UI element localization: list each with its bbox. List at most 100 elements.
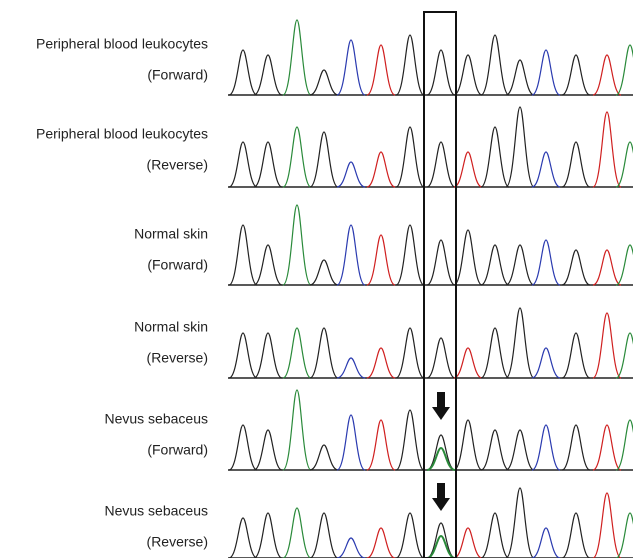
peak bbox=[367, 45, 395, 95]
peak bbox=[283, 328, 311, 378]
peak bbox=[310, 328, 338, 378]
sample-name: Nevus sebaceus bbox=[104, 411, 208, 427]
peak bbox=[593, 425, 621, 470]
peak bbox=[562, 513, 590, 558]
peak bbox=[532, 50, 560, 95]
sample-name: Nevus sebaceus bbox=[104, 503, 208, 519]
peak bbox=[396, 328, 424, 378]
peak bbox=[616, 142, 633, 187]
peak bbox=[310, 70, 338, 95]
peak bbox=[454, 528, 482, 558]
peak bbox=[454, 348, 482, 378]
peak bbox=[254, 142, 282, 187]
peak bbox=[506, 245, 534, 285]
peak bbox=[396, 35, 424, 95]
peak bbox=[337, 225, 365, 285]
peak bbox=[593, 250, 621, 285]
peak bbox=[532, 348, 560, 378]
peak bbox=[506, 308, 534, 378]
peak bbox=[337, 358, 365, 378]
peak bbox=[254, 333, 282, 378]
peak bbox=[310, 260, 338, 285]
chromatogram-figure: Peripheral blood leukocytes (Forward) Peri… bbox=[0, 0, 633, 558]
peak bbox=[427, 338, 455, 378]
peak bbox=[616, 513, 633, 558]
peak bbox=[616, 245, 633, 285]
peak bbox=[367, 152, 395, 187]
direction: (Forward) bbox=[147, 67, 208, 83]
peak bbox=[532, 528, 560, 558]
peak bbox=[481, 328, 509, 378]
peak bbox=[506, 488, 534, 558]
peak bbox=[367, 420, 395, 470]
traces bbox=[228, 20, 633, 558]
peak bbox=[562, 142, 590, 187]
peak bbox=[283, 390, 311, 470]
peak bbox=[454, 152, 482, 187]
peak bbox=[229, 333, 257, 378]
arrow bbox=[432, 483, 450, 511]
peak bbox=[310, 132, 338, 187]
arrow bbox=[432, 392, 450, 420]
peak bbox=[367, 235, 395, 285]
peak bbox=[454, 420, 482, 470]
peak bbox=[229, 518, 257, 558]
peak bbox=[427, 142, 455, 187]
peak bbox=[283, 205, 311, 285]
trace bbox=[228, 20, 633, 95]
direction: (Reverse) bbox=[147, 157, 208, 173]
direction: (Forward) bbox=[147, 442, 208, 458]
peak bbox=[396, 225, 424, 285]
peak bbox=[593, 112, 621, 187]
peak bbox=[283, 20, 311, 95]
peak bbox=[337, 162, 365, 187]
peak bbox=[532, 152, 560, 187]
sample-name: Peripheral blood leukocytes bbox=[36, 126, 208, 142]
labels: Peripheral blood leukocytes (Forward) Peri… bbox=[36, 36, 208, 550]
peak bbox=[454, 55, 482, 95]
trace bbox=[228, 107, 633, 187]
peak bbox=[427, 448, 455, 470]
trace bbox=[228, 488, 633, 558]
peak bbox=[337, 415, 365, 470]
sample-name: Normal skin bbox=[134, 226, 208, 242]
peak bbox=[337, 40, 365, 95]
peak bbox=[562, 55, 590, 95]
peak bbox=[229, 142, 257, 187]
peak bbox=[481, 430, 509, 470]
peak bbox=[427, 523, 455, 558]
peak bbox=[254, 430, 282, 470]
peak bbox=[562, 333, 590, 378]
peak bbox=[310, 445, 338, 470]
peak bbox=[254, 55, 282, 95]
peak bbox=[310, 513, 338, 558]
peak bbox=[229, 425, 257, 470]
peak bbox=[593, 55, 621, 95]
peak bbox=[283, 127, 311, 187]
peak bbox=[454, 230, 482, 285]
peak bbox=[396, 410, 424, 470]
trace bbox=[228, 205, 633, 285]
peak bbox=[593, 493, 621, 558]
peak bbox=[229, 225, 257, 285]
peak bbox=[481, 35, 509, 95]
peak bbox=[283, 508, 311, 558]
direction: (Reverse) bbox=[147, 350, 208, 366]
peak bbox=[532, 240, 560, 285]
peak bbox=[254, 513, 282, 558]
peak bbox=[427, 50, 455, 95]
trace bbox=[228, 308, 633, 378]
peak bbox=[427, 536, 455, 558]
sample-name: Peripheral blood leukocytes bbox=[36, 36, 208, 52]
peak bbox=[229, 50, 257, 95]
peak bbox=[481, 513, 509, 558]
trace bbox=[228, 390, 633, 470]
direction: (Forward) bbox=[147, 257, 208, 273]
peak bbox=[593, 313, 621, 378]
peak bbox=[396, 513, 424, 558]
peak bbox=[481, 245, 509, 285]
peak bbox=[532, 425, 560, 470]
peak bbox=[367, 348, 395, 378]
peak bbox=[427, 435, 455, 470]
peak bbox=[254, 245, 282, 285]
